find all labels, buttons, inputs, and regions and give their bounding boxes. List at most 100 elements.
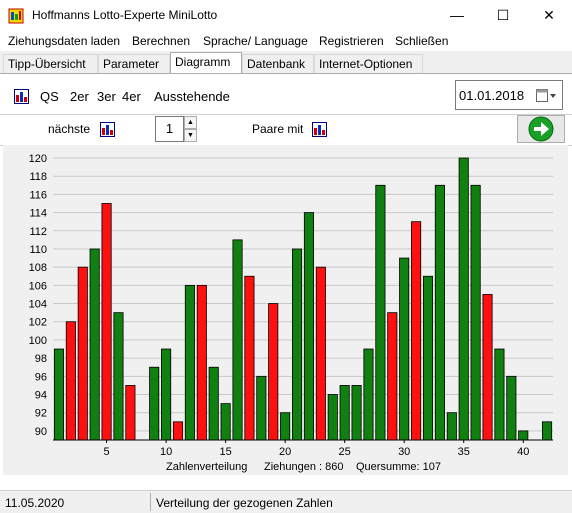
y-tick-label: 108 [29, 262, 47, 274]
stepper-up-icon[interactable]: ▲ [184, 116, 197, 129]
date-picker[interactable]: 01.01.2018 [455, 80, 563, 110]
bar-31 [411, 221, 422, 441]
3er-option[interactable]: 3er [97, 89, 116, 104]
y-tick-label: 96 [35, 371, 47, 383]
y-tick-label: 90 [35, 426, 47, 438]
bar-33 [434, 184, 445, 441]
chart-toolbar: QS 2er 3er 4er Ausstehende [0, 79, 572, 114]
caption-quersumme: Quersumme: 107 [356, 461, 441, 473]
y-tick-label: 110 [29, 244, 47, 256]
bar-4 [89, 248, 100, 441]
y-tick-label: 94 [35, 390, 47, 402]
menu-ziehungsdaten-laden[interactable]: Ziehungsdaten laden [8, 34, 121, 48]
tab-datenbank[interactable]: Datenbank [242, 54, 314, 73]
ausstehende-option[interactable]: Ausstehende [154, 89, 230, 104]
qs-option[interactable]: QS [40, 89, 59, 104]
bar-19 [268, 303, 279, 441]
naechste-label: nächste [48, 122, 91, 136]
x-tick-label: 25 [339, 446, 351, 458]
bar-42 [542, 421, 553, 441]
stepper-down-icon[interactable]: ▼ [184, 129, 197, 142]
status-divider [150, 493, 151, 511]
y-tick-label: 112 [29, 226, 47, 238]
y-tick-label: 116 [29, 189, 47, 201]
go-button[interactable] [517, 115, 565, 143]
tab-diagramm[interactable]: Diagramm [170, 52, 242, 74]
paare-chart-icon[interactable] [312, 122, 327, 137]
window-title: Hoffmanns Lotto-Experte MiniLotto [32, 8, 218, 22]
y-tick-label: 98 [35, 353, 47, 365]
menu-bar: Ziehungsdaten laden Berechnen Sprache/ L… [0, 31, 572, 51]
x-tick-label: 10 [160, 446, 172, 458]
naechste-chart-icon[interactable] [100, 122, 115, 137]
bar-1 [53, 348, 64, 441]
menu-berechnen[interactable]: Berechnen [132, 34, 191, 48]
y-tick-label: 100 [29, 335, 47, 347]
x-tick-label: 30 [398, 446, 410, 458]
tab-tipp-uebersicht[interactable]: Tipp-Übersicht [3, 54, 98, 73]
bar-34 [446, 412, 457, 441]
bar-40 [518, 430, 529, 441]
tab-internet-optionen[interactable]: Internet-Optionen [314, 54, 423, 73]
close-button[interactable]: ✕ [543, 7, 555, 23]
status-message: Verteilung der gezogenen Zahlen [156, 496, 333, 510]
title-bar: Hoffmanns Lotto-Experte MiniLotto — ☐ ✕ [0, 0, 572, 31]
maximize-button[interactable]: ☐ [496, 7, 510, 23]
bar-37 [482, 294, 493, 441]
bar-15 [220, 403, 231, 441]
date-value: 01.01.2018 [459, 88, 525, 103]
bar-7 [125, 385, 136, 441]
x-tick-label: 5 [104, 446, 110, 458]
x-tick-label: 35 [458, 446, 470, 458]
x-tick-label: 15 [219, 446, 231, 458]
chart-area: 90 92 94 96 98 100 102 104 106 108 110 112 114 116 118… [3, 145, 568, 475]
bar-10 [161, 348, 172, 441]
bar-6 [113, 312, 124, 441]
chart-type-icon[interactable] [14, 89, 29, 104]
menu-sprache[interactable]: Sprache/ Language [203, 34, 308, 48]
bar-28 [375, 184, 386, 441]
caption-zahlenverteilung: Zahlenverteilung [166, 461, 247, 473]
x-tick-label: 20 [279, 446, 291, 458]
bar-2 [65, 321, 76, 441]
bar-27 [363, 348, 374, 441]
x-tick-label: 40 [517, 446, 529, 458]
bar-9 [149, 366, 160, 441]
minimize-button[interactable]: — [450, 7, 464, 23]
app-icon [8, 8, 24, 24]
y-tick-label: 114 [29, 208, 47, 220]
calendar-dropdown-icon[interactable] [536, 89, 556, 103]
2er-option[interactable]: 2er [70, 89, 89, 104]
bar-25 [339, 385, 350, 441]
bar-35 [458, 157, 469, 441]
bar-13 [196, 284, 207, 441]
status-date: 11.05.2020 [5, 496, 65, 510]
bar-11 [172, 421, 184, 441]
bar-24 [327, 394, 338, 441]
bar-17 [244, 275, 255, 441]
menu-schliessen[interactable]: Schließen [395, 34, 449, 48]
stepper-value[interactable]: 1 [155, 116, 184, 142]
tab-parameter[interactable]: Parameter [98, 54, 170, 73]
options-row: nächste 1 ▲ ▼ Paare mit [0, 114, 572, 146]
paare-mit-label: Paare mit [252, 122, 304, 136]
bar-21 [292, 248, 303, 441]
plot-background [53, 156, 553, 440]
bar-20 [280, 412, 291, 441]
bar-39 [506, 375, 517, 441]
bar-22 [303, 212, 314, 441]
status-bar: 11.05.2020 Verteilung der gezogenen Zahl… [0, 490, 572, 513]
4er-option[interactable]: 4er [122, 89, 141, 104]
y-tick-label: 118 [29, 171, 47, 183]
menu-registrieren[interactable]: Registrieren [319, 34, 384, 48]
bar-23 [315, 266, 326, 441]
bar-16 [232, 239, 243, 441]
bar-chart: 90 92 94 96 98 100 102 104 106 108 110 112 114 116 118… [29, 153, 553, 473]
bar-12 [184, 284, 195, 441]
bar-30 [399, 257, 410, 441]
count-stepper[interactable]: 1 ▲ ▼ [155, 116, 199, 142]
bar-29 [387, 312, 398, 441]
bar-32 [422, 275, 434, 441]
bar-3 [77, 266, 88, 441]
bar-14 [208, 366, 219, 441]
